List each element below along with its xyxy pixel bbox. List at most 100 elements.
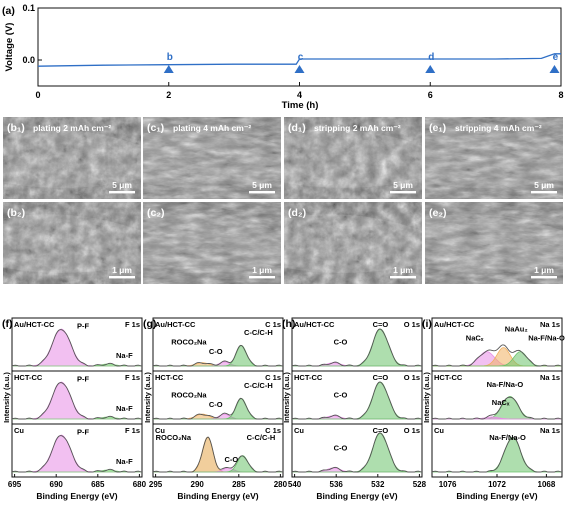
xps-element-label: F 1s [125,373,140,382]
scale-bar-label: 1 μm [252,265,272,275]
xps-tick-label: 285 [232,480,246,489]
xps-sample-label: Cu [155,426,165,435]
xps-ylabel: Intensity (a.u.) [282,372,291,423]
sem-fibre-highlight [425,214,563,273]
sem-image-r1c3: (d₁) stripping 2 mAh cm⁻² 5 μm [284,117,422,199]
xps-component-peak [12,434,142,473]
xps-tick-label: 280 [274,480,288,489]
xps-peak-label: ROCO₂Na [171,391,207,400]
xps-panel-label: (g) [143,318,156,330]
xps-sample-label: HCT-CC [294,373,323,382]
sem-texture [425,117,563,199]
xps-sample-label: Au/HCT-CC [294,320,335,329]
xps-component-peak [432,436,562,473]
xps-peak-label: Na-F/Na-O [489,433,526,442]
xps-component-peak [292,328,422,367]
xps-panel-label: (f) [2,318,13,330]
xps-peak-label: C-O [334,391,348,400]
sem-texture [143,117,281,199]
scale-bar-label: 1 μm [393,265,413,275]
xps-envelope [152,436,284,473]
xps-tick-label: 680 [133,480,147,489]
xps-panel-o-1s: (h) Intensity (a.u.) Binding Energy (eV) 54… [282,317,427,501]
xps-peak-label: Na-F/Na-O [528,333,565,342]
panel-a-markers: b c d e [163,52,560,73]
xps-sample-label: Au/HCT-CC [155,320,196,329]
panel-a-ylabel: Voltage (V) [4,23,15,72]
xps-peak-label: C-C/C-H [244,381,273,390]
xps-sample-label: Au/HCT-CC [14,320,55,329]
xps-panel-f-1s: (f) Intensity (a.u.) Binding Energy (eV) 69… [2,317,147,501]
scale-bar [249,191,275,194]
xps-element-label: C 1s [265,320,281,329]
xps-peak-label: Na-F [116,457,133,466]
xps-sample-label: HCT-CC [434,373,463,382]
xps-spectrum-row: Au/HCT-CC O 1s C-O C=O [291,320,423,367]
sem-fibre-highlight [143,129,281,188]
scale-bar [390,191,416,194]
panel-a: (a) Voltage (V) Time (h) 0 2 4 6 8 0.1 0.0 b c d… [2,3,564,111]
marker-label-e: e [553,52,559,63]
sem-texture [284,202,422,284]
xps-peak-label: P-F [77,375,90,384]
xps-peak-label: ROCO₂Na [156,433,192,442]
xps-tick-label: 540 [288,480,302,489]
xps-envelope [431,344,563,367]
panel-a-xtick-label: 4 [297,90,302,100]
xps-envelope [291,381,423,420]
sem-panel-label: (c₂) [147,207,165,219]
sem-caption: stripping 4 mAh cm⁻² [455,123,542,133]
xps-spectrum-row: HCT-CC Na 1s Na-F/Na-O NaCₓ [431,373,563,420]
scale-bar [109,276,135,279]
xps-envelope [11,435,143,473]
xps-tick-label: 532 [371,480,385,489]
xps-component-peak [292,381,422,420]
xps-envelope [431,396,563,420]
sem-fibre-highlight [425,129,563,188]
xps-panel-label: (i) [422,318,432,330]
xps-peak-label: P-F [77,428,90,437]
xps-envelope [11,382,143,420]
sem-fibre-highlight [3,214,141,273]
sem-caption: stripping 2 mAh cm⁻² [314,123,401,133]
scale-bar-label: 5 μm [252,180,272,190]
xps-component-peak [12,328,142,367]
xps-peak-label: ROCO₂Na [171,338,207,347]
scale-bar-label: 5 μm [393,180,413,190]
xps-sample-label: Au/HCT-CC [434,320,475,329]
sem-image-r2c4: (e₂) 1 μm [425,202,563,284]
xps-peak-label: C-C/C-H [244,328,273,337]
xps-spectrum-row: Cu O 1s C-O C=O [291,426,423,473]
marker-triangle-e [549,65,560,73]
sem-fibre-highlight [284,129,422,188]
xps-element-label: O 1s [404,320,420,329]
sem-panel-label: (d₁) [288,122,306,134]
xps-tick-label: 695 [8,480,22,489]
xps-sample-label: Cu [14,426,24,435]
sem-texture [425,202,563,284]
xps-tick-label: 295 [149,480,163,489]
scale-bar [109,191,135,194]
xps-sample-label: Cu [434,426,444,435]
scale-bar-label: 5 μm [534,180,554,190]
xps-component-peak [292,432,422,473]
sem-image-r1c4: (e₁) stripping 4 mAh cm⁻² 5 μm [425,117,563,199]
sem-image-r1c2: (c₁) plating 4 mAh cm⁻² 5 μm [143,117,281,199]
xps-peak-label: C=O [373,320,389,329]
xps-peak-label: Na-F [116,404,133,413]
xps-envelope [291,432,423,473]
xps-tick-label: 1076 [439,480,457,489]
xps-xlabel: Binding Energy (eV) [316,491,397,501]
xps-sample-label: Cu [294,426,304,435]
xps-peak-label: NaCₓ [492,398,510,407]
scale-bar-label: 1 μm [534,265,554,275]
xps-peak-label: C=O [373,373,389,382]
sem-fibre-highlight [143,214,281,273]
xps-peak-label: NaAu₂ [505,324,528,333]
panel-a-xtick-label: 2 [166,90,171,100]
sem-fibre-highlight [3,129,141,188]
sem-panel-label: (d₂) [288,207,306,219]
xps-envelope [152,397,284,420]
scale-bar [249,276,275,279]
